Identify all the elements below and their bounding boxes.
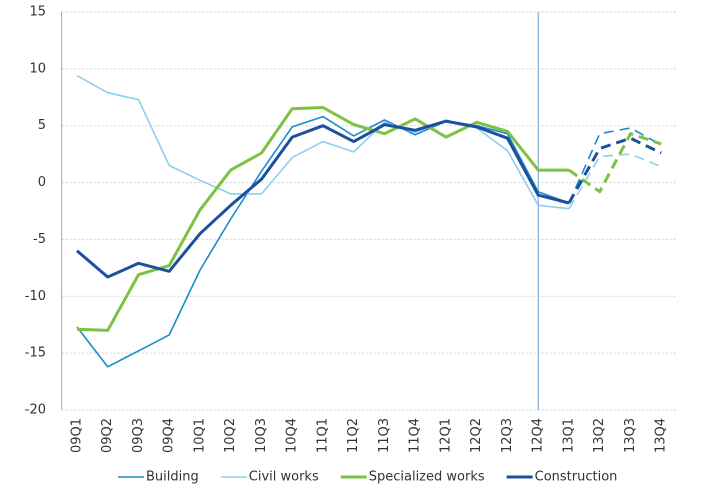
y-tick-label: -10 [25,289,46,304]
y-tick-label: -5 [33,232,46,247]
y-tick-label: 15 [29,5,46,20]
x-tick-label: 11Q2 [346,418,361,453]
x-tick-label: 10Q1 [192,418,207,453]
x-tick-label: 10Q4 [285,418,300,453]
series-line [568,127,662,204]
x-tick-label: 13Q3 [623,418,638,453]
x-tick-label: 12Q3 [500,418,515,453]
x-tick-label: 11Q1 [315,418,330,453]
series-line [568,132,662,194]
x-tick-label: 12Q4 [531,418,546,453]
series-line [76,115,570,368]
x-tick-label: 12Q2 [469,418,484,453]
x-tick-label: 09Q1 [69,418,84,453]
y-tick-label: 0 [38,175,46,190]
x-tick-label: 09Q3 [131,418,146,453]
y-tick-label: 5 [38,118,46,133]
x-tick-label: 09Q4 [162,418,177,453]
x-tick-label: 10Q3 [254,418,269,453]
x-tick-label: 13Q2 [592,418,607,453]
legend-label: Civil works [249,470,319,485]
x-tick-label: 13Q4 [654,418,669,453]
y-tick-label: -20 [25,403,46,418]
x-tick-label: 13Q1 [561,418,576,453]
legend-label: Building [146,470,199,485]
series-line [567,136,662,204]
x-tick-label: 11Q3 [377,418,392,453]
series-line [76,75,570,210]
x-tick-label: 11Q4 [408,418,423,453]
legend-label: Construction [535,470,618,485]
x-tick-label: 12Q1 [438,418,453,453]
series-line [76,119,570,279]
y-tick-label: -15 [25,346,46,361]
legend-label: Specialized works [369,470,485,485]
x-tick-label: 09Q2 [100,418,115,453]
x-tick-label: 10Q2 [223,418,238,453]
y-tick-label: 10 [29,61,46,76]
